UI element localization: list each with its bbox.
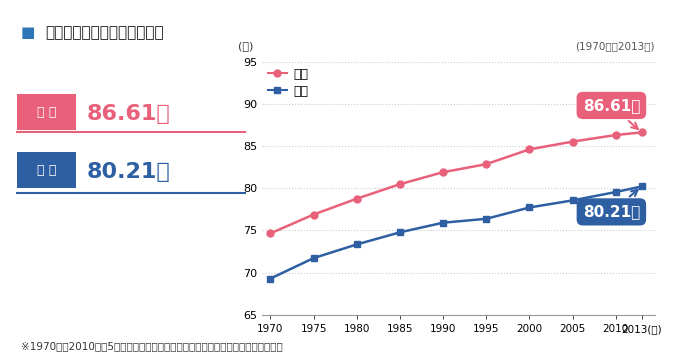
Legend: 女性, 男性: 女性, 男性 <box>268 68 308 97</box>
女性 <box>637 130 646 135</box>
女性 <box>395 182 404 186</box>
Text: (1970年～2013年): (1970年～2013年) <box>575 41 655 51</box>
Text: ※1970年～2010年は5年ごとのデータを表示（出所：厚生労働省「簡易生命表」）: ※1970年～2010年は5年ごとのデータを表示（出所：厚生労働省「簡易生命表」… <box>21 341 282 351</box>
男性 <box>395 230 404 235</box>
女性 <box>353 197 361 201</box>
Line: 女性: 女性 <box>267 129 645 237</box>
女性 <box>267 231 275 236</box>
Text: 86.61歳: 86.61歳 <box>86 104 170 124</box>
Text: 80.21歳: 80.21歳 <box>583 190 640 219</box>
Text: 男 性: 男 性 <box>37 164 56 177</box>
女性 <box>525 147 533 152</box>
Text: 日本人の平均寿命とその推移: 日本人の平均寿命とその推移 <box>45 25 163 40</box>
男性 <box>353 242 361 247</box>
男性 <box>482 216 491 221</box>
男性 <box>525 205 533 210</box>
女性 <box>309 212 318 217</box>
Text: (歳): (歳) <box>238 41 254 51</box>
男性 <box>612 190 620 194</box>
女性 <box>439 170 447 174</box>
男性 <box>439 220 447 225</box>
女性 <box>568 139 577 144</box>
女性 <box>612 133 620 137</box>
男性 <box>309 256 318 260</box>
男性 <box>568 198 577 203</box>
Text: 86.61歳: 86.61歳 <box>583 98 640 129</box>
男性 <box>267 276 275 281</box>
男性 <box>637 184 646 189</box>
Text: ■: ■ <box>21 25 35 40</box>
Text: 80.21歳: 80.21歳 <box>86 162 170 182</box>
Line: 男性: 男性 <box>267 183 645 282</box>
女性 <box>482 162 491 167</box>
Text: 女 性: 女 性 <box>37 106 56 119</box>
